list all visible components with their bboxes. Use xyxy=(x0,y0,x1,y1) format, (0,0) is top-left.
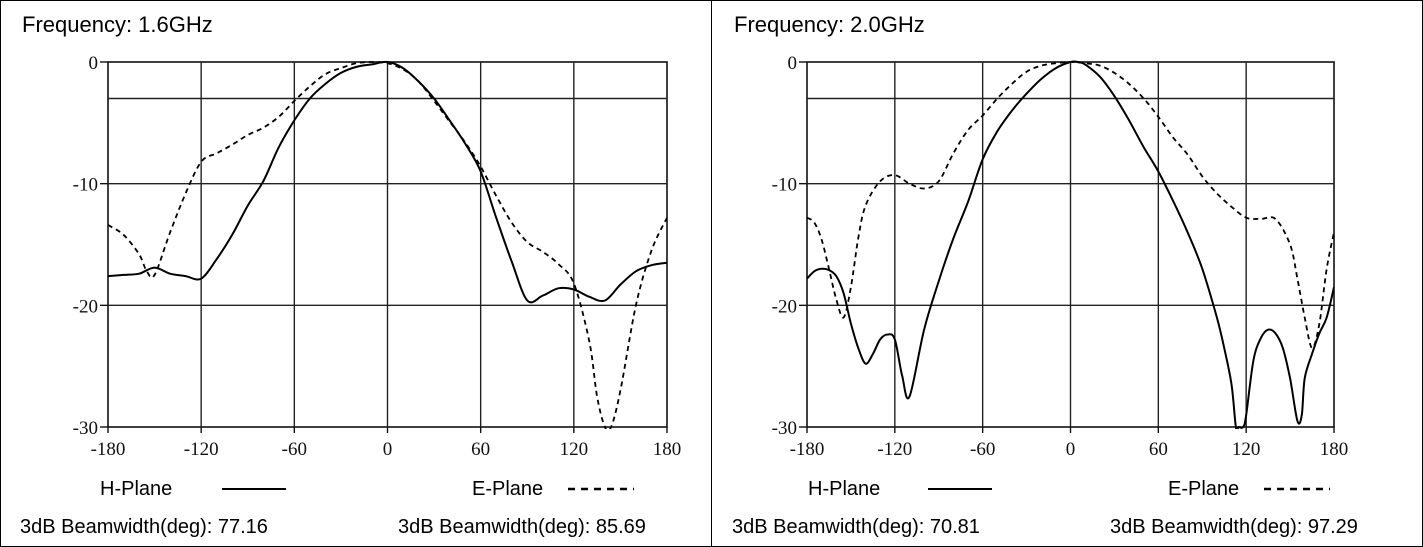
e-plane-series-line xyxy=(807,61,1334,349)
legend-h-plane-swatch xyxy=(928,488,992,490)
x-tick-label: -60 xyxy=(282,439,307,460)
x-tick-label: 180 xyxy=(1320,439,1349,460)
y-tick-label: -30 xyxy=(772,418,797,439)
x-tick-label: -180 xyxy=(91,439,126,460)
frequency-label: Frequency: 1.6GHz xyxy=(22,12,213,37)
legend-h-plane-label: H-Plane xyxy=(100,478,173,500)
e-plane-beamwidth: 3dB Beamwidth(deg): 85.69 xyxy=(398,516,646,538)
legend-e-plane-swatch xyxy=(568,487,634,491)
x-tick-label: 120 xyxy=(1232,439,1261,460)
legend-e-plane-swatch xyxy=(1264,487,1330,491)
h-plane-series-line xyxy=(807,60,1334,429)
y-tick-label: -20 xyxy=(772,296,797,317)
h-plane-series-line xyxy=(108,60,667,304)
frequency-label: Frequency: 2.0GHz xyxy=(734,12,925,37)
panel-2-0ghz: Frequency: 2.0GHz 0 -10 -20 -30 -180 -120 -60 0… xyxy=(712,0,1423,547)
legend-e-plane-label: E-Plane xyxy=(1168,478,1240,500)
x-tick-label: -180 xyxy=(790,439,825,460)
radiation-pattern-chart: 0 -10 -20 -30-180 -120 -60 0 60 120 180 xyxy=(772,53,1349,460)
y-tick-label: -10 xyxy=(772,175,797,196)
y-tick-label: 0 xyxy=(788,53,798,74)
x-tick-label: -120 xyxy=(184,439,219,460)
x-tick-label: 60 xyxy=(471,439,490,460)
panel-divider xyxy=(711,0,712,547)
radiation-pattern-chart: 0 -10 -20 -30-180 -120 -60 0 60 120 180 xyxy=(73,53,682,460)
legend-e-plane-label: E-Plane xyxy=(472,478,544,500)
x-tick-label: 0 xyxy=(383,439,393,460)
x-tick-label: 120 xyxy=(560,439,589,460)
e-plane-series-line xyxy=(108,61,667,429)
h-plane-beamwidth: 3dB Beamwidth(deg): 77.16 xyxy=(20,516,268,538)
panel-1-6ghz: Frequency: 1.6GHz 0 -10 -20 -30 -180 -120 -60 0… xyxy=(0,0,711,547)
e-plane-beamwidth: 3dB Beamwidth(deg): 97.29 xyxy=(1110,516,1358,538)
x-tick-label: 60 xyxy=(1149,439,1168,460)
legend-h-plane-swatch xyxy=(222,488,286,490)
y-tick-label: 0 xyxy=(89,53,99,74)
y-tick-label: -10 xyxy=(73,175,98,196)
h-plane-beamwidth: 3dB Beamwidth(deg): 70.81 xyxy=(732,516,980,538)
x-tick-label: -60 xyxy=(970,439,995,460)
x-tick-label: -120 xyxy=(877,439,912,460)
y-tick-label: -30 xyxy=(73,418,98,439)
y-tick-label: -20 xyxy=(73,296,98,317)
x-tick-label: 180 xyxy=(653,439,682,460)
x-tick-label: 0 xyxy=(1066,439,1076,460)
legend-h-plane-label: H-Plane xyxy=(808,478,881,500)
